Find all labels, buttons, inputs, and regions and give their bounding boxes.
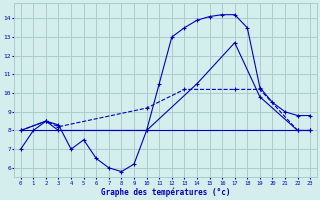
X-axis label: Graphe des températures (°c): Graphe des températures (°c) [101, 187, 230, 197]
